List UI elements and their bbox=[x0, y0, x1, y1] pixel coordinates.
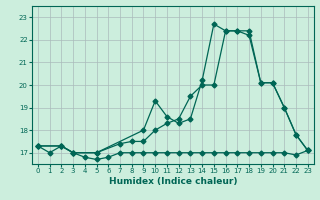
X-axis label: Humidex (Indice chaleur): Humidex (Indice chaleur) bbox=[108, 177, 237, 186]
